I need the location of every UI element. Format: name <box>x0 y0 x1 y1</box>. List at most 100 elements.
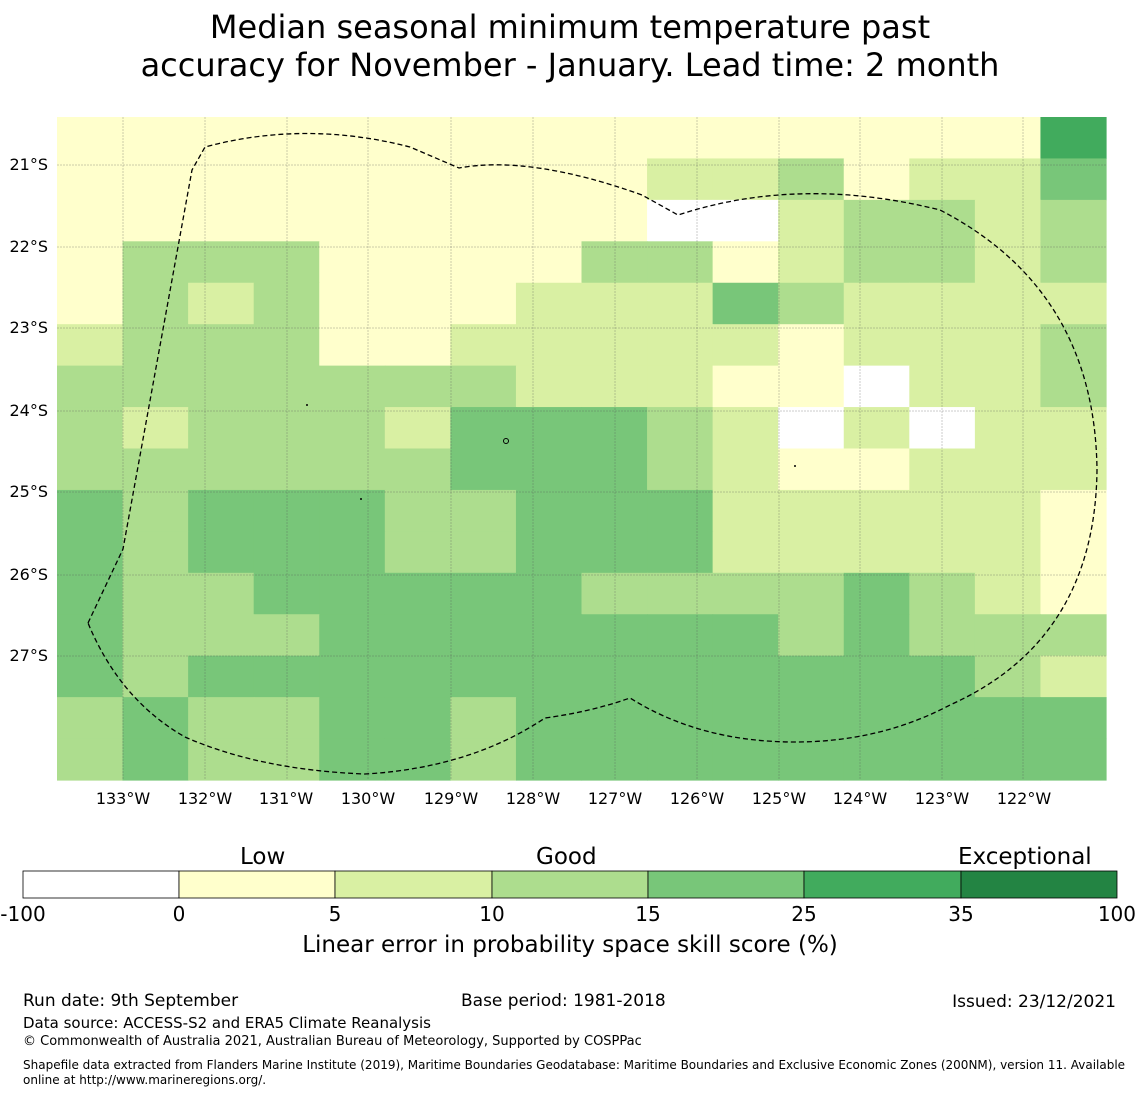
grid-cell <box>843 158 910 201</box>
grid-cell <box>57 199 124 242</box>
lat-label: 27°S <box>9 646 48 665</box>
grid-cell <box>647 324 714 367</box>
grid-cell <box>122 407 189 450</box>
lat-label: 25°S <box>9 482 48 501</box>
grid-cell <box>974 407 1042 450</box>
grid-cell <box>122 614 189 657</box>
grid-cell <box>384 407 451 450</box>
grid-cell <box>450 572 517 615</box>
grid-cell <box>778 241 845 284</box>
grid-cell <box>57 738 124 781</box>
grid-cell <box>974 324 1042 367</box>
grid-cell <box>57 448 124 491</box>
grid-cell <box>712 614 779 657</box>
grid-cell <box>581 531 648 574</box>
grid-cell <box>909 407 976 450</box>
grid-cell <box>974 489 1042 532</box>
island-marker <box>794 465 796 467</box>
grid-cell <box>450 117 517 160</box>
grid-cell <box>909 655 976 698</box>
grid-cell <box>1040 697 1107 740</box>
grid-cell <box>57 655 124 698</box>
grid-cell <box>778 448 845 491</box>
grid-cell <box>909 365 976 408</box>
grid-cell <box>647 489 714 532</box>
grid-cell <box>450 199 517 242</box>
grid-cell <box>909 489 976 532</box>
grid-cell <box>712 199 779 242</box>
grid-cell <box>974 199 1042 242</box>
grid-cell <box>188 531 255 574</box>
grid-cell <box>647 531 714 574</box>
lon-label: 133°W <box>95 789 151 808</box>
grid-cell <box>319 655 386 698</box>
grid-cell <box>57 365 124 408</box>
lat-label: 26°S <box>9 565 48 584</box>
grid-cell <box>515 489 583 532</box>
grid-cell <box>122 489 189 532</box>
grid-cell <box>1040 324 1107 367</box>
lon-label: 130°W <box>340 789 396 808</box>
eez-boundary <box>87 132 1098 775</box>
run-date: Run date: 9th September <box>23 991 239 1011</box>
grid-cell <box>712 158 779 201</box>
colorbar-tick-label: 100 <box>1097 902 1136 926</box>
grid-cell <box>319 241 386 284</box>
grid-cell <box>581 572 648 615</box>
grid-cell <box>909 531 976 574</box>
grid-cell <box>122 531 189 574</box>
grid-cell <box>843 365 910 408</box>
grid-cell <box>1040 489 1107 532</box>
map-title-line-1: Median seasonal minimum temperature past <box>209 8 931 46</box>
colorbar-segment <box>22 870 180 899</box>
grid-cell <box>843 117 910 160</box>
grid-cell <box>581 448 648 491</box>
grid-cell <box>515 531 583 574</box>
grid-cell <box>319 158 386 201</box>
grid-cell <box>57 282 124 325</box>
grid-cell <box>974 158 1042 201</box>
grid-cell <box>57 697 124 740</box>
lon-label: 125°W <box>751 789 807 808</box>
grid-cell <box>515 241 583 284</box>
graticule <box>57 117 1106 780</box>
grid-cell <box>384 531 451 574</box>
grid-cell <box>57 241 124 284</box>
grid-cell <box>778 489 845 532</box>
grid-cell <box>974 655 1042 698</box>
grid-cell <box>384 117 451 160</box>
grid-cell <box>450 448 517 491</box>
grid-cell <box>188 282 255 325</box>
lon-label: 124°W <box>832 789 888 808</box>
grid-cell <box>122 572 189 615</box>
data-source: Data source: ACCESS-S2 and ERA5 Climate … <box>23 1014 431 1032</box>
grid-cell <box>319 117 386 160</box>
grid-cell <box>843 655 910 698</box>
colorbar-axis-label: Linear error in probability space skill … <box>302 932 838 958</box>
grid-cell <box>712 655 779 698</box>
grid-cell <box>909 697 976 740</box>
grid-cell <box>1040 241 1107 284</box>
grid-cell <box>909 117 976 160</box>
grid-cell <box>1040 655 1107 698</box>
grid-cell <box>1040 448 1107 491</box>
grid-cell <box>581 738 648 781</box>
grid-cell <box>909 738 976 781</box>
grid-cell <box>515 407 583 450</box>
grid-cell <box>515 697 583 740</box>
grid-cell <box>974 241 1042 284</box>
island-markers <box>306 404 796 500</box>
grid-cell <box>57 324 124 367</box>
grid-cell <box>319 407 386 450</box>
grid-cell <box>122 697 189 740</box>
grid-cell <box>712 531 779 574</box>
grid-cell <box>581 614 648 657</box>
grid-cell <box>778 697 845 740</box>
grid-cell <box>647 241 714 284</box>
grid-cell <box>122 117 189 160</box>
grid-cell <box>122 738 189 781</box>
base-period: Base period: 1981-2018 <box>461 991 666 1011</box>
grid-cell <box>843 697 910 740</box>
grid-cell <box>450 365 517 408</box>
lat-label: 24°S <box>9 401 48 420</box>
